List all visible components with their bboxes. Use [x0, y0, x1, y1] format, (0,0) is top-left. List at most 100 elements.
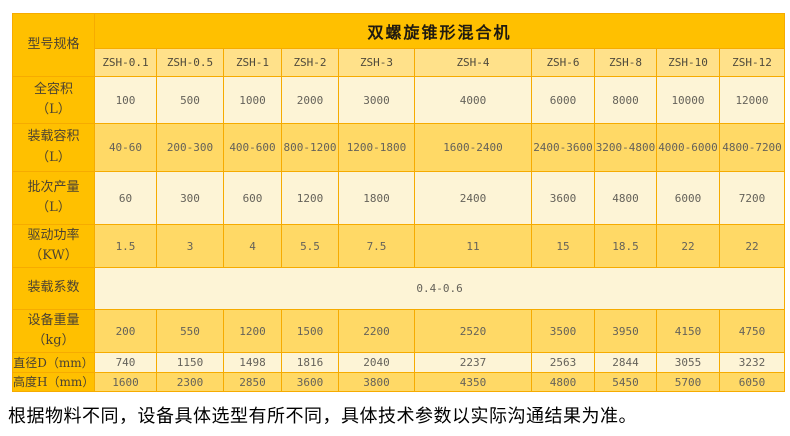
spec-value-cell: 740 [95, 353, 156, 372]
spec-value-cell: 2563 [532, 353, 594, 372]
spec-value-cell: 2850 [224, 373, 281, 391]
spec-value-cell: 4350 [415, 373, 531, 391]
spec-value-cell: 800-1200 [282, 124, 338, 171]
spec-value-cell: 4800 [595, 172, 656, 224]
model-header-cell: ZSH-4 [415, 49, 531, 76]
spec-value-cell: 1000 [224, 77, 281, 123]
spec-value-cell: 18.5 [595, 225, 656, 267]
spec-value-cell: 4150 [657, 310, 719, 352]
row-label-unit: （KW） [29, 248, 78, 263]
row-label: 高度H（mm） [13, 373, 94, 391]
spec-value-cell: 3000 [339, 77, 414, 123]
table-header-row: 型号规格 双螺旋锥形混合机 [13, 14, 785, 76]
spec-row: 全容积 （L） 100 500 1000 2000 3000 4000 6000 8000 1000… [13, 77, 785, 123]
spec-value-cell: 10000 [657, 77, 719, 123]
row-label-unit: （L） [36, 102, 71, 117]
model-header-cell: ZSH-2 [282, 49, 338, 76]
spec-value-cell: 3600 [532, 172, 594, 224]
spec-value-cell: 1600 [95, 373, 156, 391]
spec-row: 批次产量 （L） 60 300 600 1200 1800 2400 3600 4800 6000 7… [13, 172, 785, 224]
spec-table: 型号规格 双螺旋锥形混合机 ZSH-0.1 ZSH-0.5 ZSH-1 ZSH-2 ZS… [12, 13, 786, 392]
spec-row: 设备重量 （kg） 200 550 1200 1500 2200 2520 3500 3950 41… [13, 310, 785, 352]
spec-value-cell: 500 [157, 77, 223, 123]
spec-value-cell: 6000 [657, 172, 719, 224]
row-label-unit: （kg） [32, 333, 75, 348]
row-label-unit: （L） [36, 200, 71, 215]
row-label: 直径D（mm） [13, 353, 94, 372]
row-label-text: 设备重量 [27, 312, 80, 328]
spec-row: 装载系数 0.4-0.6 [13, 268, 785, 309]
spec-value-cell: 3500 [532, 310, 594, 352]
spec-value-cell: 200-300 [157, 124, 223, 171]
spec-value-cell: 1800 [339, 172, 414, 224]
row-label-unit: （L） [36, 149, 71, 165]
corner-label: 型号规格 [13, 14, 94, 76]
spec-value-cell: 8000 [595, 77, 656, 123]
spec-value-cell: 4 [224, 225, 281, 267]
spec-value-cell: 1200-1800 [339, 124, 414, 171]
spec-value-cell: 550 [157, 310, 223, 352]
spec-value-cell: 15 [532, 225, 594, 267]
spec-value-cell: 1816 [282, 353, 338, 372]
model-header-cell: ZSH-3 [339, 49, 414, 76]
spec-value-cell: 2520 [415, 310, 531, 352]
spec-value-cell: 3 [157, 225, 223, 267]
spec-value-cell: 6050 [720, 373, 785, 391]
spec-value-cell: 2400 [415, 172, 531, 224]
spec-value-cell: 300 [157, 172, 223, 224]
spec-value-cell: 2237 [415, 353, 531, 372]
model-header-cell: ZSH-12 [720, 49, 785, 76]
spec-value-cell: 600 [224, 172, 281, 224]
spec-value-cell: 12000 [720, 77, 785, 123]
spec-value-cell: 22 [720, 225, 785, 267]
spec-value-cell: 1.5 [95, 225, 156, 267]
spec-value-cell: 60 [95, 172, 156, 224]
model-header-cell: ZSH-1 [224, 49, 281, 76]
row-label: 装载容积 （L） [13, 124, 94, 171]
row-label-text: 批次产量 [27, 179, 80, 195]
row-label-text: 全容积 [33, 81, 73, 97]
model-header-cell: ZSH-0.1 [95, 49, 156, 76]
row-label-text: 装载容积 [27, 129, 80, 145]
model-header-cell: ZSH-10 [657, 49, 719, 76]
spec-value-cell: 4800-7200 [720, 124, 785, 171]
spec-value-cell: 7.5 [339, 225, 414, 267]
spec-value-cell: 1498 [224, 353, 281, 372]
spec-row: 装载容积 （L） 40-60 200-300 400-600 800-1200 1200-1… [13, 124, 785, 171]
model-header-cell: ZSH-6 [532, 49, 594, 76]
spec-value-cell: 6000 [532, 77, 594, 123]
spec-value-cell: 2844 [595, 353, 656, 372]
spec-value-cell: 3600 [282, 373, 338, 391]
spec-value-cell: 4000 [415, 77, 531, 123]
spec-value-cell: 5450 [595, 373, 656, 391]
spec-value-cell: 3055 [657, 353, 719, 372]
spec-value-cell: 3232 [720, 353, 785, 372]
row-label: 装载系数 [13, 268, 94, 309]
spec-value-cell: 1150 [157, 353, 223, 372]
spec-value-cell: 1500 [282, 310, 338, 352]
spec-span-value-cell: 0.4-0.6 [95, 268, 785, 309]
spec-value-cell: 40-60 [95, 124, 156, 171]
spec-value-cell: 4750 [720, 310, 785, 352]
spec-value-cell: 2400-3600 [532, 124, 594, 171]
spec-value-cell: 2040 [339, 353, 414, 372]
model-header-cell: ZSH-8 [595, 49, 656, 76]
row-label-text: 驱动功率 [27, 227, 80, 243]
footer-note: 根据物料不同，设备具体选型有所不同，具体技术参数以实际沟通结果为准。 [8, 406, 637, 426]
spec-value-cell: 2200 [339, 310, 414, 352]
spec-value-cell: 1200 [282, 172, 338, 224]
spec-value-cell: 11 [415, 225, 531, 267]
spec-value-cell: 400-600 [224, 124, 281, 171]
spec-value-cell: 4800 [532, 373, 594, 391]
row-label: 驱动功率 （KW） [13, 225, 94, 267]
spec-value-cell: 22 [657, 225, 719, 267]
spec-value-cell: 3800 [339, 373, 414, 391]
spec-value-cell: 4000-6000 [657, 124, 719, 171]
spec-value-cell: 3200-4800 [595, 124, 656, 171]
spec-row: 直径D（mm） 740 1150 1498 1816 2040 2237 2563 2844 30… [13, 353, 785, 372]
spec-row: 高度H（mm） 1600 2300 2850 3600 3800 4350 4800 5450 5… [13, 373, 785, 391]
spec-value-cell: 100 [95, 77, 156, 123]
spec-value-cell: 2000 [282, 77, 338, 123]
spec-value-cell: 1200 [224, 310, 281, 352]
